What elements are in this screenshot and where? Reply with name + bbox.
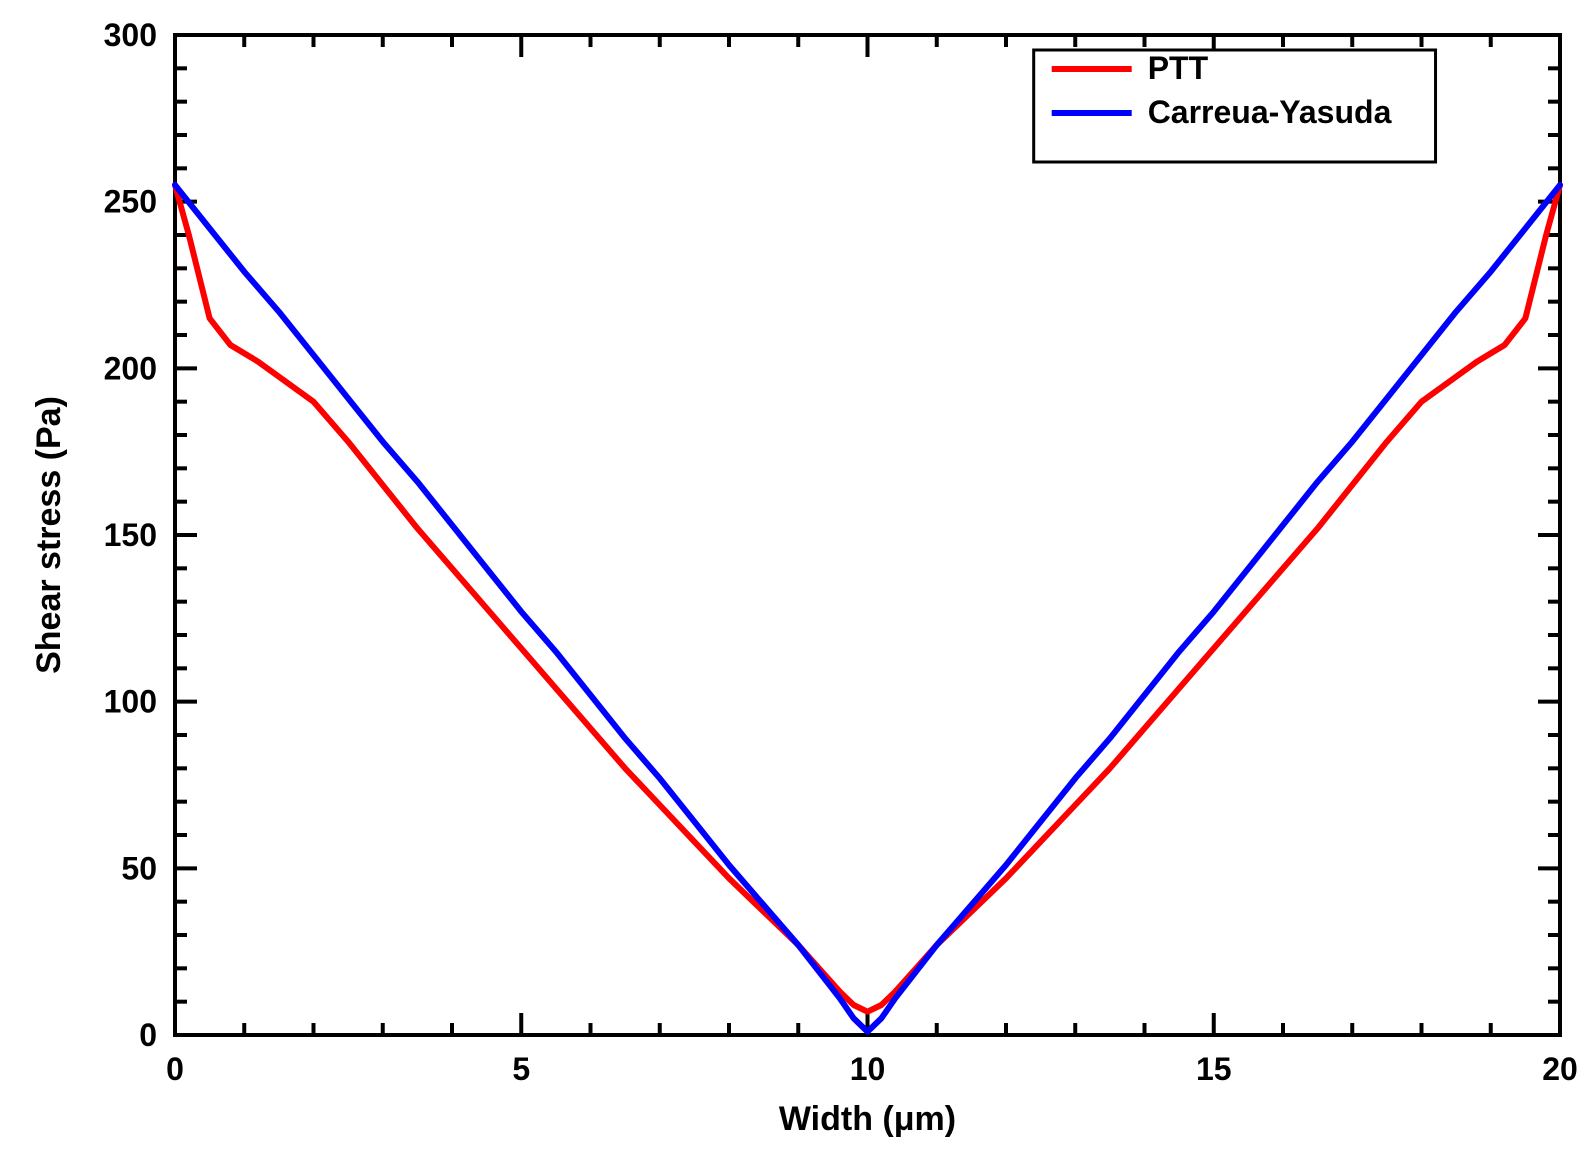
- legend: PTT Carreua-Yasuda: [1034, 50, 1436, 162]
- x-tick-label: 15: [1196, 1051, 1232, 1087]
- x-tick-label: 10: [850, 1051, 886, 1087]
- chart-svg: 05101520050100150200250300Width (μm)Shea…: [0, 0, 1588, 1158]
- x-axis-label: Width (μm): [779, 1100, 956, 1138]
- legend-label: PTT: [1148, 50, 1209, 86]
- shear-stress-chart: 05101520050100150200250300Width (μm)Shea…: [0, 0, 1588, 1158]
- y-tick-label: 300: [104, 17, 157, 53]
- legend-label: Carreua-Yasuda: [1148, 94, 1392, 130]
- x-tick-label: 20: [1542, 1051, 1578, 1087]
- y-tick-label: 100: [104, 684, 157, 720]
- y-axis-label: Shear stress (Pa): [30, 396, 68, 674]
- x-tick-label: 0: [166, 1051, 184, 1087]
- y-tick-label: 50: [121, 850, 157, 886]
- y-tick-label: 200: [104, 350, 157, 386]
- y-tick-label: 0: [139, 1017, 157, 1053]
- y-tick-label: 250: [104, 184, 157, 220]
- x-tick-label: 5: [512, 1051, 530, 1087]
- y-tick-label: 150: [104, 517, 157, 553]
